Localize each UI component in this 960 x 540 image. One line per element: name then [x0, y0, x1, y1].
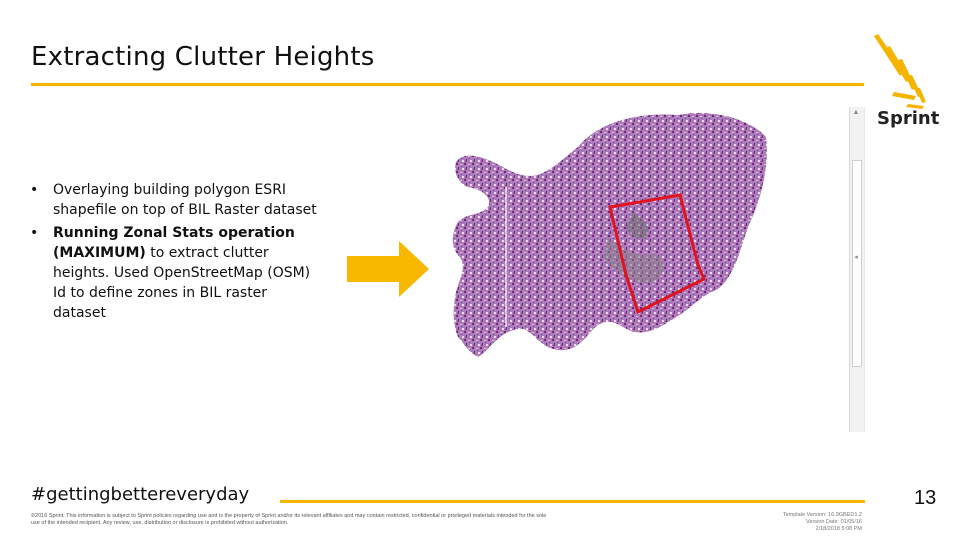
scrollbar-thumb[interactable] — [852, 160, 862, 367]
version-date: Version Date: 01/05/16 — [806, 519, 862, 525]
legal-text: ©2016 Sprint. This information is subjec… — [31, 513, 547, 526]
slide-title: Extracting Clutter Heights — [31, 42, 375, 72]
bullet-item: Overlaying building polygon ESRI shapefi… — [30, 180, 320, 220]
bullet-text: to extract clutter heights. Used OpenStr… — [53, 245, 311, 321]
scroll-up-icon[interactable]: ▲ — [852, 109, 860, 116]
right-arrow-icon — [347, 241, 429, 297]
bullet-text: Overlaying building polygon ESRI shapefi… — [53, 182, 317, 218]
scroll-grip-icon: ◂ — [854, 254, 858, 261]
raster-map-image — [452, 113, 767, 357]
sprint-logo-icon — [874, 34, 926, 109]
footer-divider — [280, 500, 865, 503]
template-version: Template Version: 16.9GBED1.2 — [782, 512, 862, 518]
page-number: 13 — [914, 487, 937, 509]
sprint-logo-wordmark: Sprint — [877, 108, 940, 129]
print-timestamp: 2/18/2018 5:08 PM — [815, 526, 862, 532]
title-divider — [31, 83, 864, 86]
bullet-item: Running Zonal Stats operation (MAXIMUM) … — [30, 223, 320, 323]
bullet-list: Overlaying building polygon ESRI shapefi… — [30, 180, 320, 326]
template-info: Template Version: 16.9GBED1.2 Version Da… — [783, 512, 862, 533]
bullet-bold-text: Running Zonal Stats operation (MAXIMUM) — [53, 225, 295, 261]
footer-hashtag: #gettingbettereveryday — [31, 484, 250, 505]
